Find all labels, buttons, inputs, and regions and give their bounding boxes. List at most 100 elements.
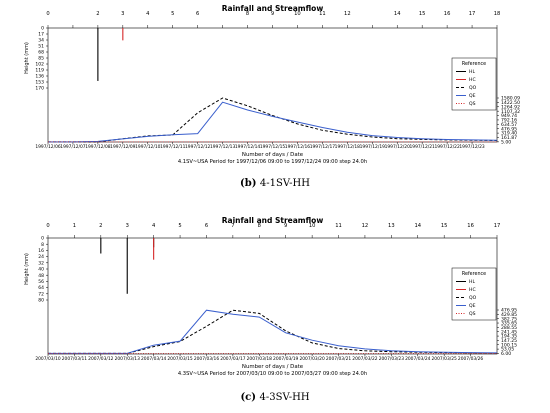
panel-b-rain-tick-label: 102 [35,62,44,68]
panel-b-rain-tick-label: 51 [38,44,44,50]
panel-c-top-tick-label: 5 [178,223,181,229]
panel-b-caption-letter: (b) [240,178,260,189]
panel-b-flow-tick-label: 634.57 [501,122,517,128]
panel-c-date-label: 2007/03/11 [62,356,88,362]
panel-b-top-tick-label: 8 [246,11,249,17]
panel-c-rain-tick-label: 16 [38,248,44,254]
panel-c-flow-tick-label: 288.55 [501,325,517,331]
panel-b-flow-tick-label: 949.74 [501,113,517,119]
panel-c-flow-tick-label: 241.45 [501,329,517,335]
panel-c-top-tick-label: 15 [441,223,448,229]
panel-c-rain-tick-label: 72 [38,291,44,297]
panel-c-flow-tick-label: 476.95 [501,308,517,314]
panel-c-flow-tick-label: 382.75 [501,316,517,322]
panel-b-plot-frame [47,27,498,143]
panel-b-caption: (b) 4-1SV-HH [240,178,310,189]
panel-c-flow-tick-label: 335.65 [501,321,517,327]
panel-c-top-tick-label: 2 [99,223,102,229]
panel-c-flow-tick-label: 100.15 [501,342,517,348]
panel-c-caption: (c) 4-3SV-HH [240,392,309,403]
panel-c-caption-text: 4-3SV-HH [259,392,309,403]
panel-b-series-qo [48,97,498,143]
panel-b-top-tick-label: 11 [319,11,326,17]
panel-b-date-label: 1997/12/10 [135,144,161,150]
panel-b-flow-tick-label: 5.00 [501,139,511,145]
panel-c-rain-tick-label: 24 [38,254,44,260]
panel-c-rain-tick-label: 40 [38,267,44,273]
panel-b-date-label: 1997/12/09 [110,144,136,150]
panel-b-date-label: 1997/12/11 [160,144,186,150]
panel-b-title: Rainfall and Streamflow [222,4,324,13]
panel-c-top-tick-label: 8 [258,223,261,229]
panel-c-rain-tick-label: 56 [38,279,44,285]
panel-b-legend-label-hc: HC [469,77,476,83]
panel-b-rain-tick-label: 136 [35,74,44,80]
panel-c-plot-frame [47,237,498,355]
panel-c-top-tick-label: 12 [362,223,369,229]
panel-c-legend-label-qs: QS [469,311,476,317]
panel-c-date-label: 2007/03/21 [326,356,352,362]
panel-c-top-tick-label: 16 [467,223,474,229]
panel-c-date-label: 2007/03/22 [352,356,378,362]
panel-c-top-tick-label: 9 [284,223,287,229]
panel-c-top-tick-label: 7 [231,223,234,229]
panel-b-top-tick-label: 5 [171,11,174,17]
panel-c-date-label: 2007/03/17 [220,356,246,362]
panel-b-date-label: 1997/12/12 [185,144,211,150]
panel-c-series-qo [48,309,498,354]
panel-c-legend-label-qo: QO [469,295,477,301]
panel-c-date-label: 2007/03/23 [379,356,405,362]
panel-b-xlabel: Number of days / Date [242,152,304,158]
panel-b-flow-tick-label: 476.95 [501,126,517,132]
panel-b-top-tick-label: 17 [469,11,476,17]
panel-c-date-label: 2007/03/25 [432,356,458,362]
panel-c-top-tick-label: 10 [309,223,316,229]
panel-b-date-label: 1997/12/23 [459,144,485,150]
panel-b-flow-tick-label: 1422.50 [501,100,520,106]
panel-c-top-tick-label: 13 [388,223,395,229]
panel-b-subtitle: 4.1SV~USA Period for 1997/12/06 09:00 to… [178,159,367,165]
panel-b-rain-tick-label: 34 [38,38,44,44]
panel-b-top-tick-label: 9 [271,11,274,17]
panel-b-legend-box [451,57,497,111]
panel-b-legend-label-qo: QO [469,85,477,91]
panel-c-date-label: 2007/03/16 [194,356,220,362]
panel-c-date-label: 2007/03/14 [141,356,167,362]
panel-b-date-label: 1997/12/08 [85,144,111,150]
panel-b-top-tick-label: 14 [394,11,401,17]
panel-b-legend-label-qs: QS [469,101,476,107]
panel-c-title: Rainfall and Streamflow [222,216,324,225]
panel-c-date-label: 2007/03/10 [35,356,61,362]
panel-c-date-label: 2007/03/12 [88,356,114,362]
panel-b-legend-title: Reference [462,61,486,67]
panel-b-top-tick-label: 10 [294,11,301,17]
panel-b-date-label: 1997/12/22 [434,144,460,150]
panel-b-flow-tick-label: 161.87 [501,135,517,141]
panel-b-rain-tick-label: 153 [35,80,44,86]
panel-b-date-label: 1997/12/17 [310,144,336,150]
panel-b-flow-tick-label: 1264.92 [501,104,520,110]
panel-c-top-tick-label: 1 [73,223,76,229]
panel-b-rain-tick-label: 85 [38,56,44,62]
panel-c-caption-letter: (c) [240,392,259,403]
panel-b-caption-text: 4-1SV-HH [260,178,310,189]
panel-c-top-tick-label: 3 [126,223,129,229]
panel-b-rain-tick-label: 119 [35,68,44,74]
panel-c-top-tick-label: 0 [46,223,49,229]
panel-c-rain-tick-label: 32 [38,260,44,266]
panel-b-date-label: 1997/12/06 [35,144,61,150]
panel-b-date-label: 1997/12/14 [235,144,261,150]
panel-c-top-tick-label: 11 [335,223,342,229]
panel-c-rain-tick-label: 8 [41,242,44,248]
panel-b-flow-tick-label: 319.40 [501,131,517,137]
panel-c-top-tick-label: 4 [152,223,156,229]
panel-b-top-tick-label: 12 [344,11,351,17]
panel-c-legend-title: Reference [462,271,486,277]
panel-c-date-label: 2007/03/26 [458,356,484,362]
panel-b-date-label: 1997/12/15 [260,144,286,150]
panel-c-xlabel: Number of days / Date [242,364,304,370]
panel-c-legend-box [451,267,497,321]
panel-c-top-tick-label: 17 [494,223,501,229]
panel-c-date-label: 2007/03/15 [167,356,193,362]
panel-b-top-tick-label: 0 [46,11,49,17]
